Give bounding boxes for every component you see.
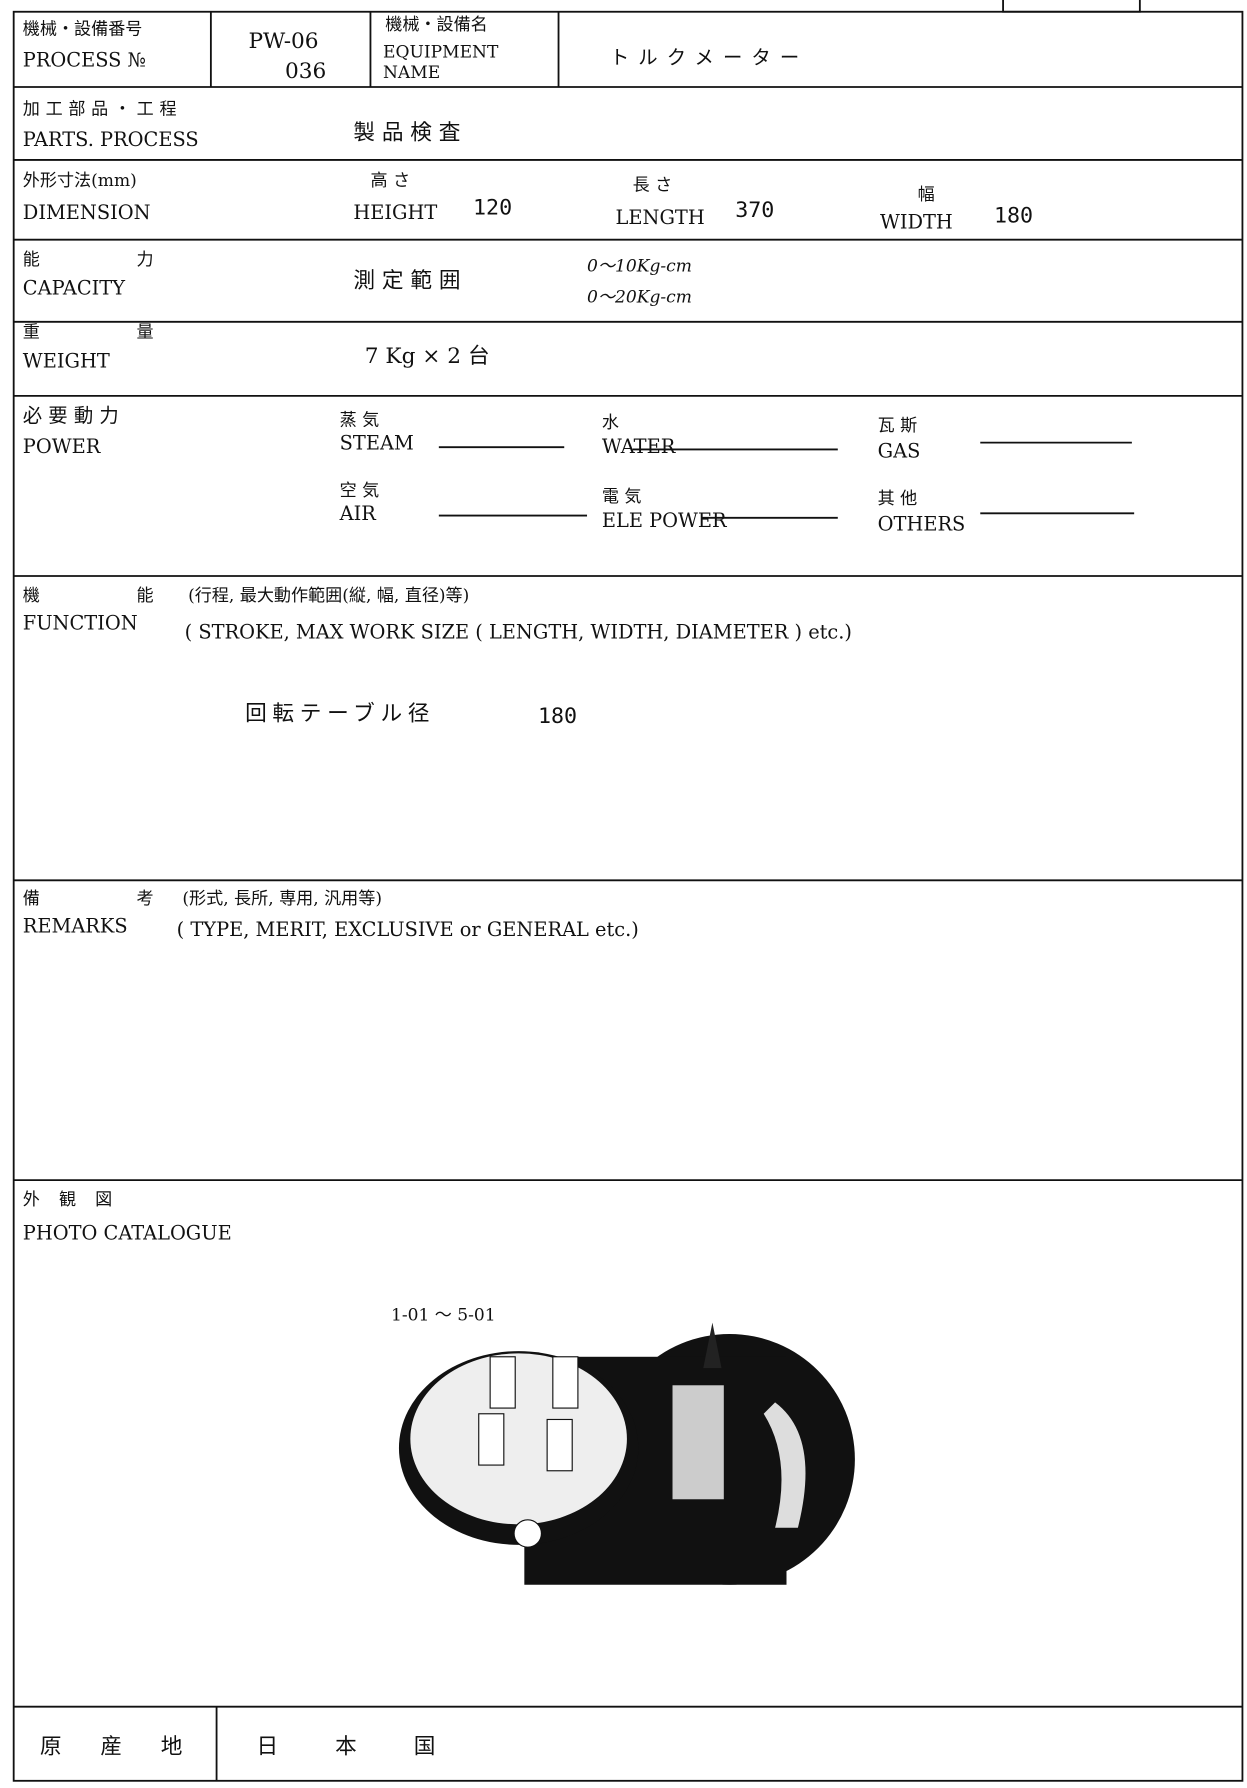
photo-table xyxy=(410,1353,627,1525)
photo-post xyxy=(546,1418,573,1472)
label: 蒸 気 xyxy=(340,411,380,431)
label: 必 要 動 力 xyxy=(23,404,119,427)
label: 加工部品・工程 xyxy=(23,99,182,119)
photo-knob xyxy=(513,1519,543,1548)
label: 瓦 斯 xyxy=(878,416,918,436)
caption: 1-01 〜 5-01 xyxy=(391,1305,496,1325)
label: PHOTO CATALOGUE xyxy=(23,1221,232,1244)
label: 機 能 xyxy=(23,586,199,606)
value: 120 xyxy=(473,196,512,221)
label: 長 さ xyxy=(633,176,673,196)
form-border xyxy=(12,10,1244,1782)
label: GAS xyxy=(878,439,921,462)
label: EQUIPMENT xyxy=(383,42,499,62)
label: PROCESS № xyxy=(23,48,146,71)
label: 機械・設備番号 xyxy=(23,20,143,40)
value: 製品検査 xyxy=(353,120,467,145)
photo xyxy=(398,1322,855,1585)
label: WATER xyxy=(602,435,677,458)
value: 0〜10Kg-cm xyxy=(587,257,692,277)
value: トルクメーター xyxy=(610,46,809,69)
label: 外 観 図 xyxy=(23,1190,119,1210)
label: 機械・設備名 xyxy=(385,15,487,35)
value: 370 xyxy=(735,198,774,223)
photo-gauge xyxy=(672,1385,724,1500)
photo-post xyxy=(552,1356,579,1409)
label: 水 xyxy=(602,413,619,433)
note: ( STROKE, MAX WORK SIZE ( LENGTH, WIDTH,… xyxy=(185,621,852,644)
label: HEIGHT xyxy=(353,201,437,224)
label: 電 気 xyxy=(602,487,642,507)
label: WIDTH xyxy=(880,210,953,233)
value: 7 Kg × 2 台 xyxy=(365,344,490,369)
label: POWER xyxy=(23,435,102,458)
value: 0〜20Kg-cm xyxy=(587,287,692,307)
label: 高 さ xyxy=(370,171,410,191)
value: 180 xyxy=(994,204,1033,229)
corner-box xyxy=(1002,0,1141,13)
photo-scale xyxy=(763,1402,806,1528)
label: STEAM xyxy=(340,431,414,454)
label: WEIGHT xyxy=(23,349,110,372)
photo-pointer xyxy=(703,1322,722,1369)
label: 能 力 xyxy=(23,250,199,270)
label: NAME xyxy=(383,63,440,83)
label: AIR xyxy=(339,502,378,525)
value: 日 本 国 xyxy=(256,1734,460,1759)
label: DIMENSION xyxy=(23,201,151,224)
label: 其 他 xyxy=(878,489,918,509)
row-lines xyxy=(13,11,1243,1781)
note: (行程, 最大動作範囲(縦, 幅, 直径)等) xyxy=(188,586,469,606)
label: PARTS. PROCESS xyxy=(23,128,199,151)
value: 036 xyxy=(285,59,326,84)
note: ( TYPE, MERIT, EXCLUSIVE or GENERAL etc.… xyxy=(177,918,639,941)
value: 180 xyxy=(538,704,577,729)
value: 回転テーブル径 xyxy=(245,702,435,727)
label: OTHERS xyxy=(878,512,966,535)
label: REMARKS xyxy=(23,915,128,938)
label: 幅 xyxy=(918,185,935,205)
label: 重 量 xyxy=(23,323,199,343)
photo-post xyxy=(478,1413,505,1466)
label: 空 気 xyxy=(340,481,380,501)
label: LENGTH xyxy=(616,206,705,229)
note: (形式, 長所, 専用, 汎用等) xyxy=(182,889,382,909)
photo-post xyxy=(489,1356,516,1409)
label: FUNCTION xyxy=(23,612,138,635)
label: 外形寸法(mm) xyxy=(23,171,137,191)
label: 原 産 地 xyxy=(40,1734,198,1759)
label: ELE POWER xyxy=(602,509,728,532)
value: PW-06 xyxy=(248,29,318,54)
label: CAPACITY xyxy=(23,276,125,299)
label: 備 考 xyxy=(23,889,199,909)
value: 測 定 範 囲 xyxy=(353,269,460,294)
